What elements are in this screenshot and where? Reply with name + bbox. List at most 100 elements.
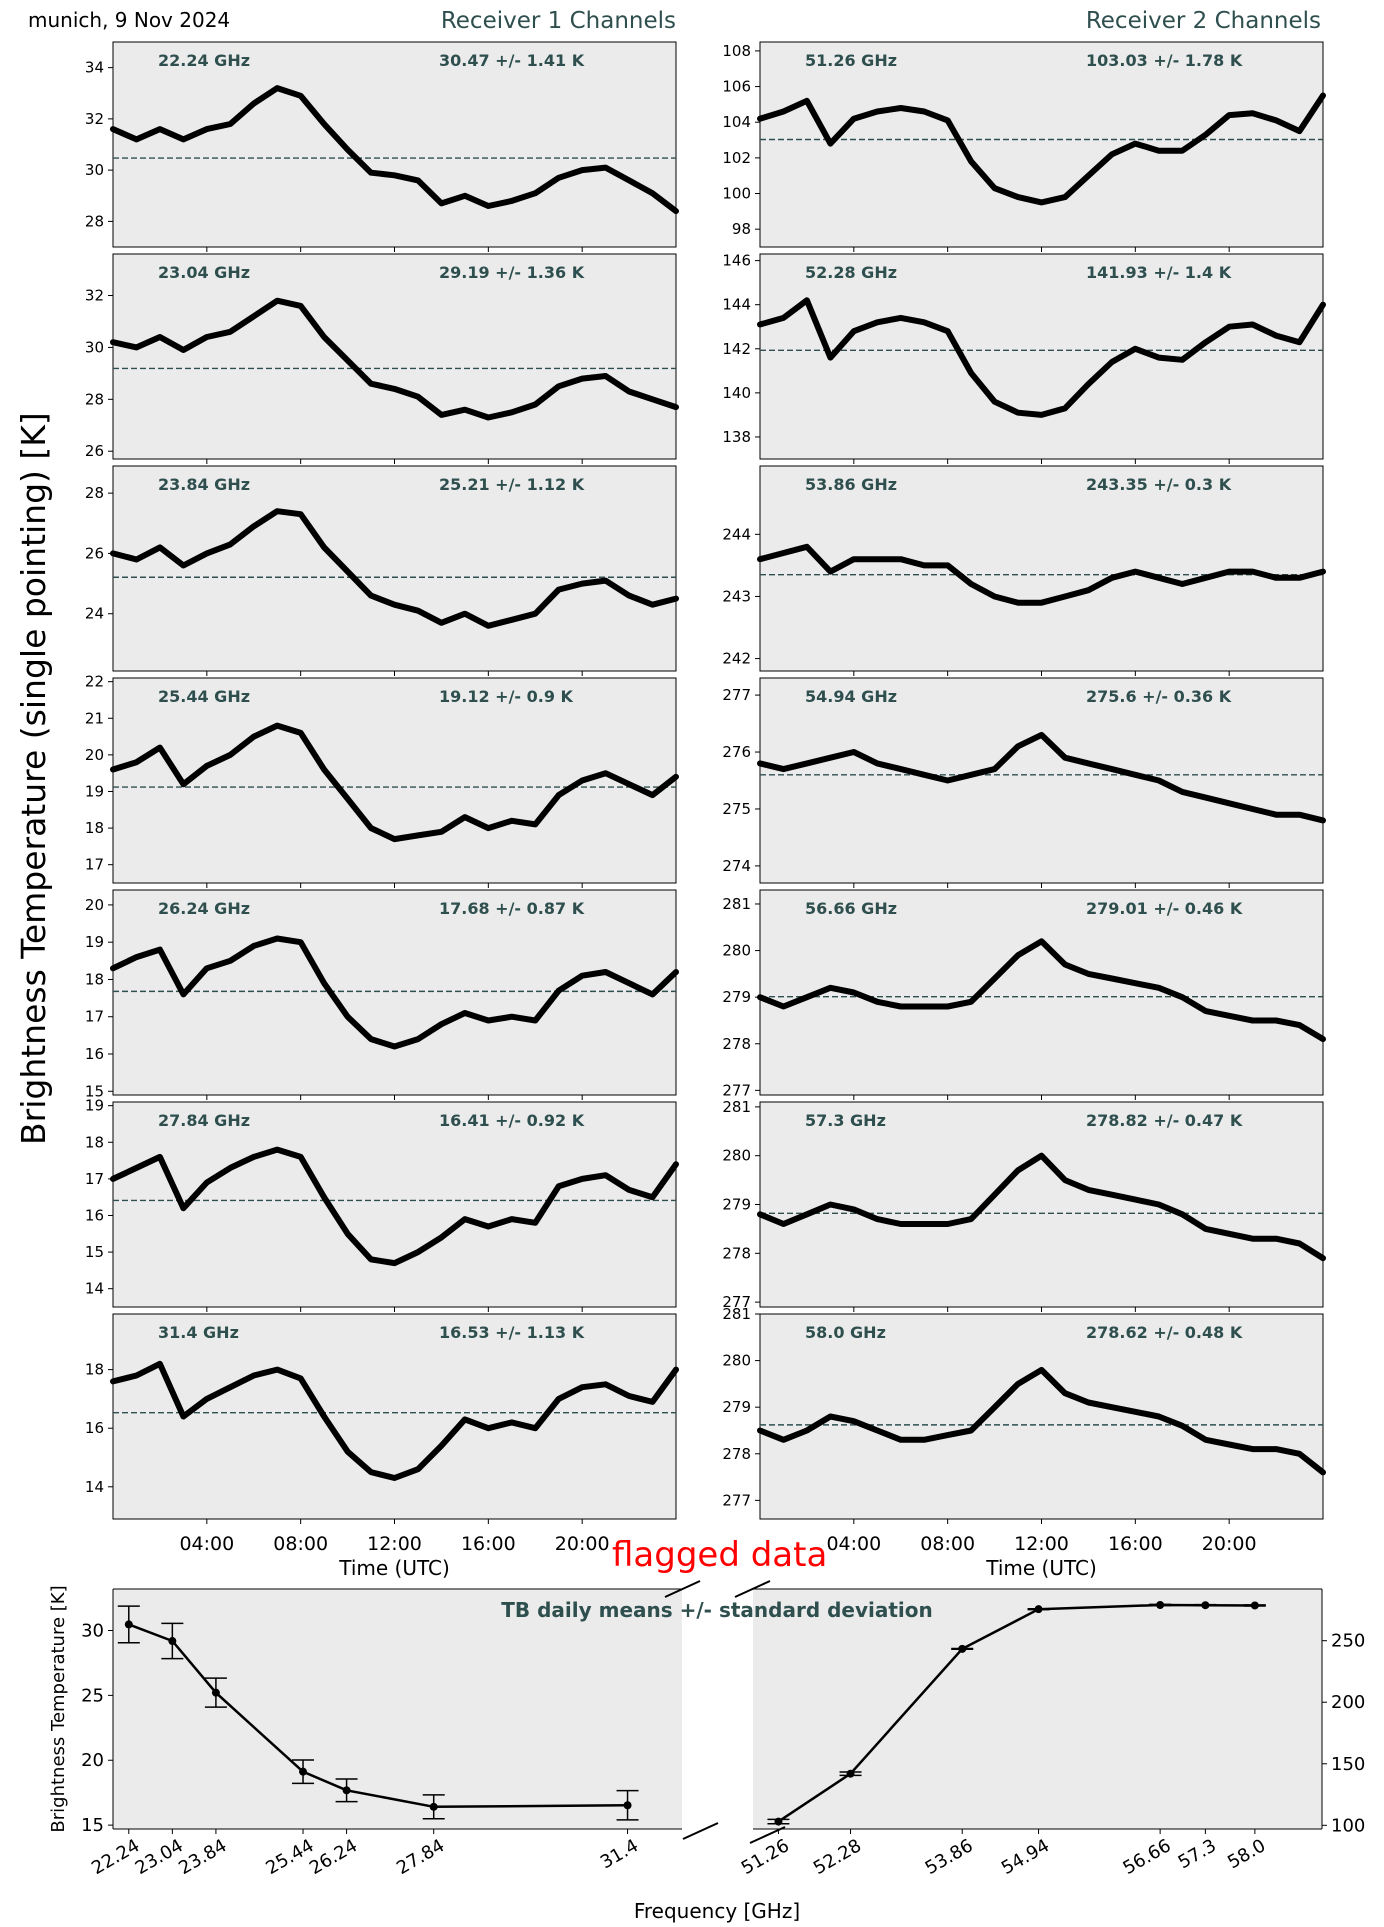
y-tick-label: 19 xyxy=(85,782,104,800)
panel-background xyxy=(112,41,677,248)
mean-std-label: 16.53 +/- 1.13 K xyxy=(439,1323,585,1342)
y-tick-label: 140 xyxy=(722,384,751,402)
panel-2-6: 277 278 279 280 281 57.3 GHz 278.82 +/- 0.47 K xyxy=(722,1098,1326,1312)
main-y-axis-label: Brightness Temperature (single pointing)… xyxy=(14,412,53,1145)
summary-x-axis-label: Frequency [GHz] xyxy=(634,1899,800,1923)
panel-background xyxy=(759,1313,1324,1520)
panel-1-1: 28 30 32 34 22.24 GHz 30.47 +/- 1.41 K xyxy=(85,41,679,252)
summary-right-mean-point xyxy=(774,1817,783,1826)
panel-background xyxy=(112,889,677,1096)
summary-left-mean-point xyxy=(124,1620,133,1629)
y-tick-label: 21 xyxy=(85,709,104,727)
y-tick-label: 16 xyxy=(85,1419,104,1437)
y-tick-label: 281 xyxy=(722,1098,751,1116)
y-tick-label: 100 xyxy=(722,185,751,203)
panel-background xyxy=(759,253,1324,460)
y-tick-label: 18 xyxy=(85,1361,104,1379)
panel-1-3: 24 26 28 23.84 GHz 25.21 +/- 1.12 K xyxy=(85,465,679,676)
y-tick-label: 281 xyxy=(722,1305,751,1323)
mean-std-label: 278.62 +/- 0.48 K xyxy=(1086,1323,1243,1342)
y-tick-label: 17 xyxy=(85,856,104,874)
panel-2-4: 274 275 276 277 54.94 GHz 275.6 +/- 0.36 K xyxy=(722,677,1326,888)
y-tick-label: 19 xyxy=(85,1097,104,1115)
y-tick-label: 278 xyxy=(722,1035,751,1053)
y-tick-label: 16 xyxy=(85,1045,104,1063)
mean-std-label: 30.47 +/- 1.41 K xyxy=(439,51,585,70)
tb-series-line xyxy=(757,1366,1326,1476)
summary-left-y-tick-label: 30 xyxy=(81,1621,104,1642)
y-tick-label: 104 xyxy=(722,113,751,131)
frequency-label: 23.84 GHz xyxy=(158,475,250,494)
summary-left-mean-point xyxy=(342,1786,351,1795)
panel-2-1: 98 100 102 104 106 108 51.26 GHz 103.03 +/- 1.7… xyxy=(722,41,1326,252)
panel-2-5: 277 278 279 280 281 56.66 GHz 279.01 +/- 0.46 … xyxy=(722,889,1326,1100)
tb-series-line xyxy=(110,722,679,843)
mean-std-label: 19.12 +/- 0.9 K xyxy=(439,687,574,706)
y-tick-label: 17 xyxy=(85,1008,104,1026)
tb-series-line xyxy=(757,1152,1326,1262)
x-tick-label: 08:00 xyxy=(920,1533,975,1555)
y-tick-label: 280 xyxy=(722,942,751,960)
x-tick-label: 04:00 xyxy=(179,1533,234,1555)
mean-std-label: 17.68 +/- 0.87 K xyxy=(439,899,585,918)
y-tick-label: 275 xyxy=(722,800,751,818)
summary-right-mean-point xyxy=(1250,1601,1259,1610)
y-tick-label: 32 xyxy=(85,110,104,128)
tb-series-line xyxy=(757,92,1326,206)
summary-right-mean-point xyxy=(958,1644,967,1653)
panel-background xyxy=(112,465,677,672)
frequency-label: 52.28 GHz xyxy=(805,263,897,282)
x-tick-label: 08:00 xyxy=(273,1533,328,1555)
y-tick-label: 279 xyxy=(722,1398,751,1416)
tb-series-line xyxy=(110,297,679,421)
tb-series-line xyxy=(110,935,679,1050)
mean-std-label: 279.01 +/- 0.46 K xyxy=(1086,899,1243,918)
tb-series-line xyxy=(110,508,679,629)
frequency-label: 51.26 GHz xyxy=(805,51,897,70)
x-tick-label: 20:00 xyxy=(1202,1533,1257,1555)
x-tick-label: 04:00 xyxy=(826,1533,881,1555)
summary-left-x-tick-label: 23.84 xyxy=(175,1835,230,1879)
y-tick-label: 22 xyxy=(85,673,104,691)
summary-left-mean-point xyxy=(211,1688,220,1697)
tb-series-line xyxy=(757,731,1326,824)
panel-background xyxy=(112,1313,677,1520)
y-tick-label: 102 xyxy=(722,149,751,167)
panel-background xyxy=(759,1101,1324,1308)
y-tick-label: 19 xyxy=(85,933,104,951)
panel-background xyxy=(759,465,1324,672)
y-tick-label: 276 xyxy=(722,743,751,761)
summary-right-y-tick-label: 250 xyxy=(1331,1631,1365,1652)
panel-1-2: 26 28 30 32 23.04 GHz 29.19 +/- 1.36 K xyxy=(85,253,679,464)
mean-std-label: 29.19 +/- 1.36 K xyxy=(439,263,585,282)
y-tick-label: 106 xyxy=(722,78,751,96)
y-tick-label: 17 xyxy=(85,1170,104,1188)
y-tick-label: 277 xyxy=(722,1293,751,1311)
panel-background xyxy=(759,677,1324,884)
y-tick-label: 280 xyxy=(722,1352,751,1370)
y-tick-label: 281 xyxy=(722,895,751,913)
x-axis-label: Time (UTC) xyxy=(338,1556,450,1580)
summary-left-mean-point xyxy=(623,1801,632,1810)
summary-left-x-tick-label: 31.4 xyxy=(597,1835,642,1873)
summary-right-mean-point xyxy=(846,1769,855,1778)
tb-series-line xyxy=(757,297,1326,418)
summary-right-x-tick-label: 58.0 xyxy=(1224,1835,1269,1873)
mean-std-label: 103.03 +/- 1.78 K xyxy=(1086,51,1243,70)
y-tick-label: 15 xyxy=(85,1082,104,1100)
tb-series-line xyxy=(110,85,679,215)
summary-left-x-tick-label: 27.84 xyxy=(393,1835,448,1879)
summary-left-mean-point xyxy=(429,1802,438,1811)
y-tick-label: 20 xyxy=(85,896,104,914)
mean-std-label: 243.35 +/- 0.3 K xyxy=(1086,475,1232,494)
summary-left-x-tick-label: 23.04 xyxy=(132,1835,187,1879)
axis-break-mark xyxy=(749,1826,786,1844)
summary-left-x-tick-label: 22.24 xyxy=(88,1835,143,1879)
y-tick-label: 16 xyxy=(85,1206,104,1224)
summary-right-mean-point xyxy=(1034,1605,1043,1614)
summary-right-mean-point xyxy=(1156,1600,1165,1609)
y-tick-label: 28 xyxy=(85,484,104,502)
mean-std-label: 141.93 +/- 1.4 K xyxy=(1086,263,1232,282)
axis-break-mark xyxy=(682,1822,719,1840)
summary-y-axis-label: Brightness Temperature [K] xyxy=(48,1585,69,1832)
